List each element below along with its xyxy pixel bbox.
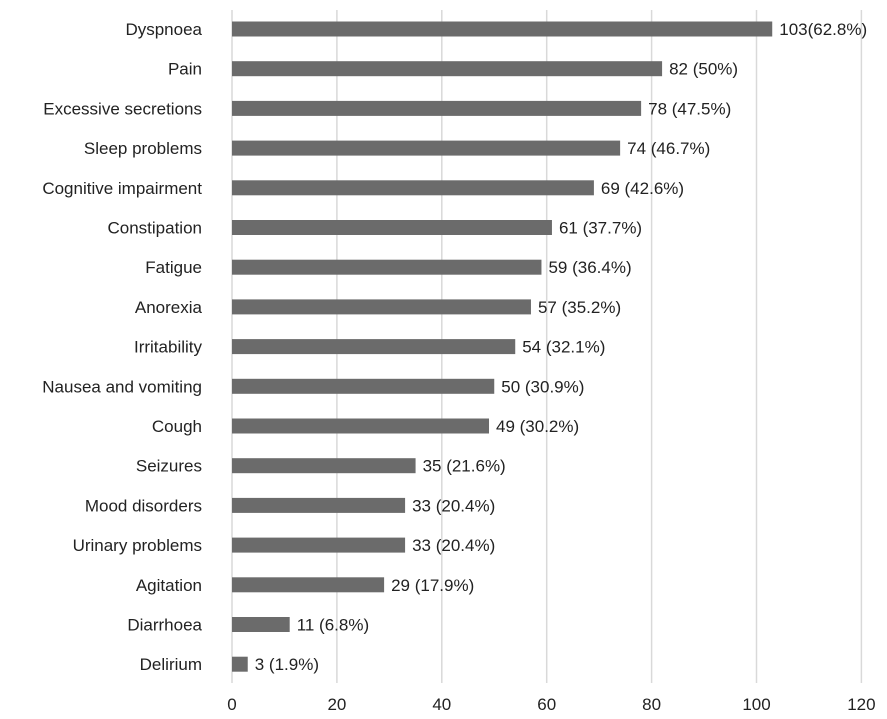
bar	[232, 378, 495, 394]
category-label: Sleep problems	[84, 139, 202, 158]
x-tick-label: 40	[432, 695, 451, 714]
bar	[232, 100, 642, 116]
data-labels: 103(62.8%) 82 (50%) 78 (47.5%) 74 (46.7%) 69…	[255, 20, 867, 674]
bar	[232, 299, 531, 315]
bar	[232, 180, 594, 196]
data-label: 11 (6.8%)	[297, 616, 369, 635]
bars	[232, 21, 773, 672]
bar	[232, 339, 516, 355]
data-label: 82 (50%)	[669, 60, 738, 79]
category-label: Mood disorders	[85, 496, 202, 515]
data-label: 78 (47.5%)	[648, 99, 731, 118]
data-label: 50 (30.9%)	[501, 377, 584, 396]
data-label: 61 (37.7%)	[559, 219, 642, 238]
data-label: 103(62.8%)	[779, 20, 867, 39]
category-label: Cognitive impairment	[42, 179, 202, 198]
bar	[232, 259, 542, 275]
category-label: Cough	[152, 417, 202, 436]
x-tick-label: 20	[327, 695, 346, 714]
category-label: Excessive secretions	[43, 99, 202, 118]
data-label: 74 (46.7%)	[627, 139, 710, 158]
bar	[232, 537, 406, 553]
data-label: 33 (20.4%)	[412, 536, 495, 555]
category-label: Urinary problems	[73, 536, 202, 555]
bar	[232, 577, 385, 593]
bar	[232, 656, 248, 672]
x-tick-label: 60	[537, 695, 556, 714]
x-tick-label: 120	[847, 695, 875, 714]
bar	[232, 140, 621, 156]
bar	[232, 61, 663, 77]
data-label: 35 (21.6%)	[423, 457, 506, 476]
data-label: 33 (20.4%)	[412, 496, 495, 515]
x-tick-label: 100	[742, 695, 770, 714]
data-label: 49 (30.2%)	[496, 417, 579, 436]
category-label: Constipation	[107, 219, 202, 238]
category-label: Seizures	[136, 457, 202, 476]
x-tick-label: 0	[227, 695, 236, 714]
bar	[232, 497, 406, 513]
category-label: Irritability	[134, 338, 203, 357]
bar	[232, 220, 552, 235]
bar	[232, 458, 416, 474]
bar	[232, 418, 490, 434]
data-label: 29 (17.9%)	[391, 576, 474, 595]
bar	[232, 617, 290, 632]
category-label: Pain	[168, 60, 202, 79]
category-label: Nausea and vomiting	[42, 377, 202, 396]
category-label: Fatigue	[145, 258, 202, 277]
category-label: Anorexia	[135, 298, 203, 317]
x-tick-label: 80	[642, 695, 661, 714]
data-label: 57 (35.2%)	[538, 298, 621, 317]
x-axis-ticks: 0 20 40 60 80 100 120	[227, 695, 875, 714]
data-label: 59 (36.4%)	[548, 258, 631, 277]
data-label: 69 (42.6%)	[601, 179, 684, 198]
category-labels: Dyspnoea Pain Excessive secretions Sleep pr…	[42, 20, 202, 674]
category-label: Delirium	[140, 655, 202, 674]
bar	[232, 21, 773, 37]
category-label: Dyspnoea	[125, 20, 202, 39]
data-label: 3 (1.9%)	[255, 655, 319, 674]
category-label: Diarrhoea	[127, 616, 202, 635]
data-label: 54 (32.1%)	[522, 338, 605, 357]
category-label: Agitation	[136, 576, 202, 595]
